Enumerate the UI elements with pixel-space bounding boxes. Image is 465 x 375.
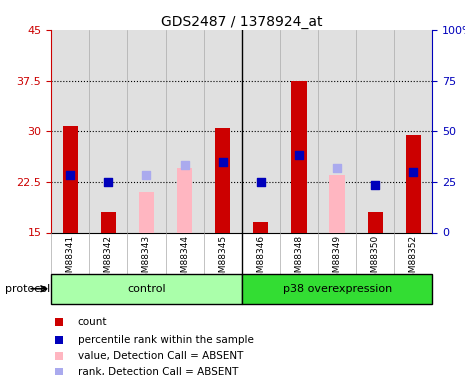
Bar bbox=[368, 212, 383, 232]
Text: GSM88352: GSM88352 bbox=[409, 235, 418, 284]
Point bbox=[66, 172, 74, 178]
Text: GSM88350: GSM88350 bbox=[371, 235, 380, 284]
Point bbox=[372, 182, 379, 188]
Point bbox=[105, 179, 112, 185]
Point bbox=[257, 179, 265, 185]
Bar bbox=[139, 192, 154, 232]
Bar bbox=[394, 30, 432, 232]
Text: GSM88341: GSM88341 bbox=[66, 235, 75, 284]
Text: control: control bbox=[127, 284, 166, 294]
Point bbox=[295, 152, 303, 158]
Bar bbox=[242, 274, 432, 304]
Bar bbox=[292, 81, 306, 232]
Title: GDS2487 / 1378924_at: GDS2487 / 1378924_at bbox=[161, 15, 323, 29]
Text: GSM88349: GSM88349 bbox=[332, 235, 342, 284]
Bar bbox=[177, 168, 192, 232]
Bar bbox=[242, 30, 280, 232]
Text: p38 overexpression: p38 overexpression bbox=[283, 284, 392, 294]
Text: percentile rank within the sample: percentile rank within the sample bbox=[78, 335, 253, 345]
Bar bbox=[318, 30, 356, 232]
Bar bbox=[101, 212, 116, 232]
Point bbox=[219, 159, 226, 165]
Bar bbox=[89, 30, 127, 232]
Bar bbox=[215, 128, 230, 232]
Bar bbox=[204, 30, 242, 232]
Point bbox=[143, 172, 150, 178]
Bar bbox=[406, 135, 421, 232]
Text: rank, Detection Call = ABSENT: rank, Detection Call = ABSENT bbox=[78, 367, 238, 375]
Point bbox=[333, 165, 341, 171]
Text: value, Detection Call = ABSENT: value, Detection Call = ABSENT bbox=[78, 351, 243, 361]
Bar bbox=[51, 274, 242, 304]
Text: GSM88346: GSM88346 bbox=[256, 235, 266, 284]
Text: count: count bbox=[78, 317, 107, 327]
Text: GSM88348: GSM88348 bbox=[294, 235, 304, 284]
Point bbox=[410, 169, 417, 175]
Text: GSM88345: GSM88345 bbox=[218, 235, 227, 284]
Bar bbox=[51, 30, 89, 232]
Text: GSM88343: GSM88343 bbox=[142, 235, 151, 284]
Bar bbox=[127, 30, 166, 232]
Bar bbox=[253, 222, 268, 232]
Point bbox=[181, 162, 188, 168]
Text: GSM88342: GSM88342 bbox=[104, 235, 113, 284]
Text: GSM88344: GSM88344 bbox=[180, 235, 189, 284]
Text: protocol: protocol bbox=[5, 285, 50, 294]
Bar bbox=[280, 30, 318, 232]
Bar bbox=[330, 175, 345, 232]
Bar bbox=[166, 30, 204, 232]
Bar bbox=[356, 30, 394, 232]
Bar bbox=[63, 126, 78, 232]
